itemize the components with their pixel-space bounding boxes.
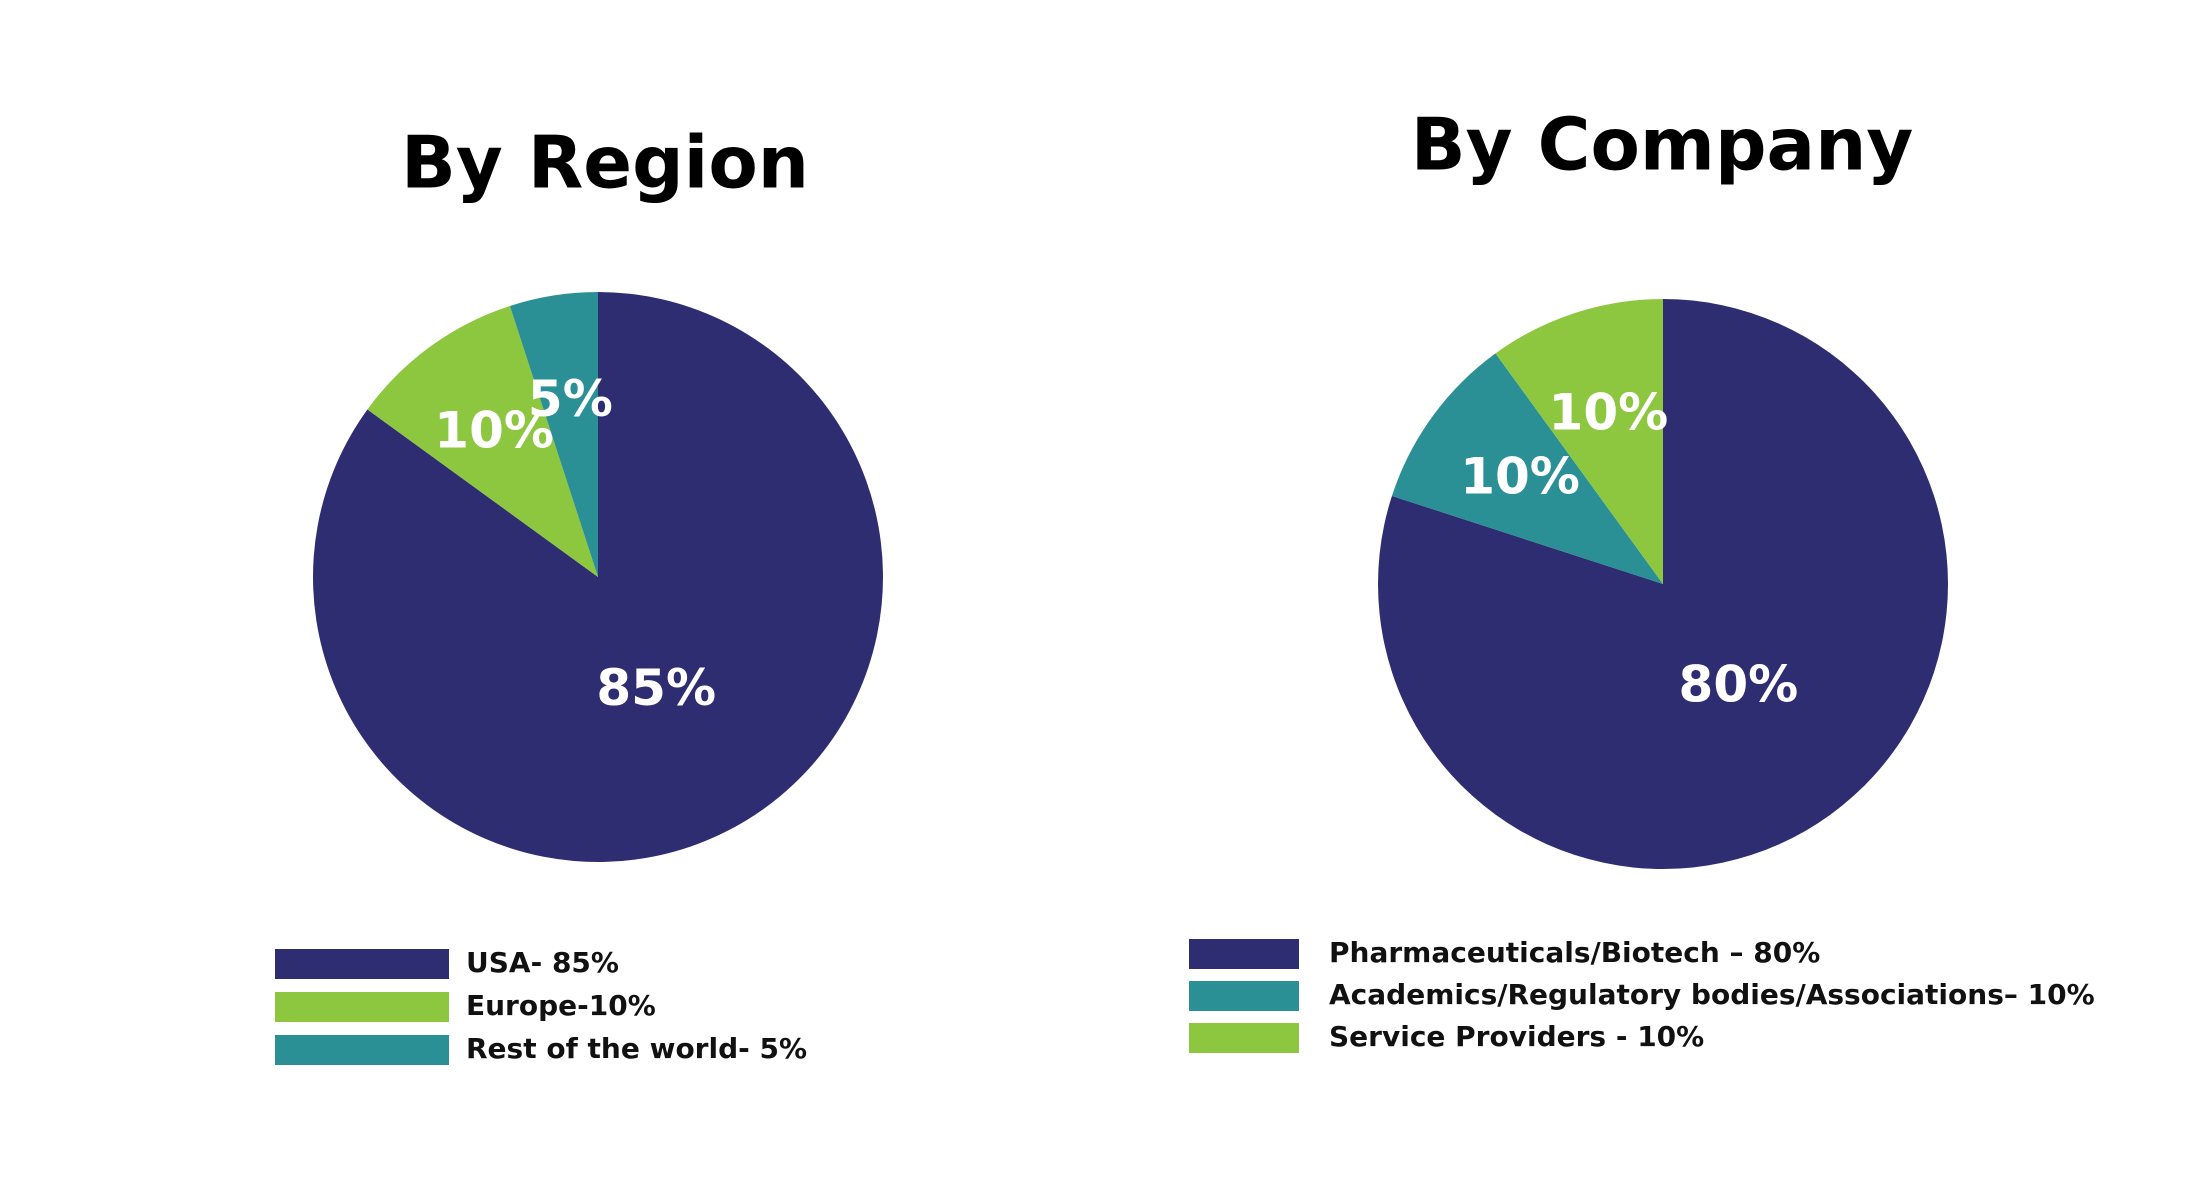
legend-swatch	[1189, 939, 1299, 969]
legend-label: Europe-10%	[466, 989, 656, 1022]
slice-label: 10%	[1460, 448, 1580, 506]
legend-label: USA- 85%	[466, 946, 619, 979]
chart-title: By Region	[401, 121, 809, 205]
pie-slice	[1495, 299, 1663, 584]
slice-label: 85%	[596, 659, 716, 717]
slice-label: 80%	[1679, 655, 1799, 713]
legend-swatch	[1189, 1023, 1299, 1053]
slice-label: 10%	[434, 402, 554, 460]
pie-slice	[367, 305, 598, 577]
legend-swatch	[275, 992, 449, 1022]
legend-label: Academics/Regulatory bodies/Associations…	[1329, 978, 2095, 1011]
slice-label: 10%	[1549, 383, 1669, 441]
legend-swatch	[1189, 981, 1299, 1011]
pie-slice	[509, 292, 598, 577]
slice-label: 5%	[528, 370, 613, 428]
chart-title: By Company	[1411, 103, 1914, 187]
legend-swatch	[275, 949, 449, 979]
legend-swatch	[275, 1035, 449, 1065]
legend-label: Rest of the world- 5%	[466, 1032, 807, 1065]
pie-slice	[312, 292, 883, 862]
pie-slice	[1391, 353, 1663, 584]
legend-label: Service Providers - 10%	[1329, 1020, 1704, 1053]
legend-label: Pharmaceuticals/Biotech – 80%	[1329, 936, 1820, 969]
